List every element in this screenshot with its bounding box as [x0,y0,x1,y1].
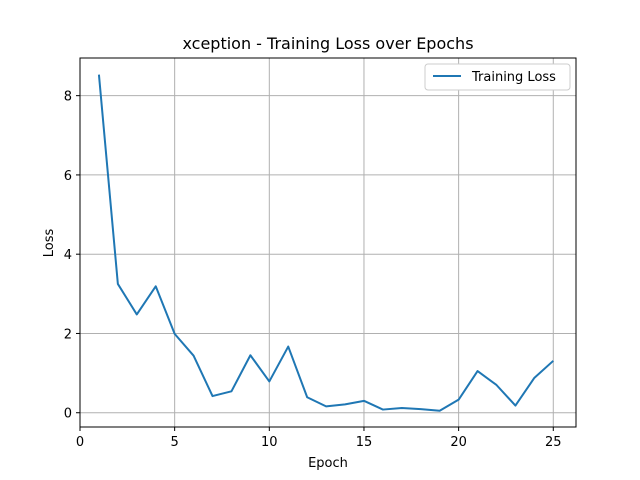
chart-title: xception - Training Loss over Epochs [182,34,473,53]
x-tick-label: 15 [356,435,373,450]
x-axis-ticks: 0 5 10 15 20 25 [76,427,562,450]
x-axis-label: Epoch [308,456,348,471]
y-axis-label: Loss [42,229,57,258]
y-tick-label: 6 [64,169,72,184]
y-axis-ticks: 0 2 4 6 8 [64,90,80,422]
y-tick-label: 8 [64,90,72,105]
series-layer [97,74,554,412]
x-tick-label: 0 [76,435,84,450]
y-tick-label: 2 [64,327,72,342]
x-tick-label: 5 [171,435,179,450]
legend-box [424,63,571,91]
plot-area-frame [79,57,577,428]
y-tick-label: 0 [64,407,72,422]
series-line-training-loss [97,74,554,412]
x-tick-label: 20 [450,435,467,450]
x-tick-label: 10 [261,435,278,450]
x-tick-label: 25 [545,435,562,450]
y-tick-label: 4 [64,248,72,263]
legend: Training Loss [424,63,571,91]
grid-lines [79,58,576,427]
legend-label: Training Loss [471,70,556,85]
